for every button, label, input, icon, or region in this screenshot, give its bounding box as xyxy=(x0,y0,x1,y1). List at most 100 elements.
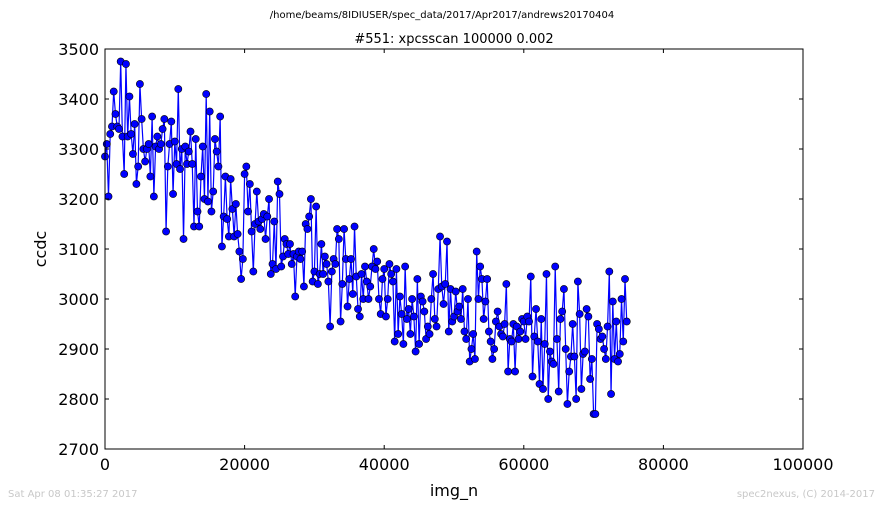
data-point xyxy=(551,262,560,271)
data-point xyxy=(404,305,413,313)
data-point xyxy=(277,262,286,271)
data-point xyxy=(539,385,547,393)
x-tick-label: 20000 xyxy=(219,455,270,474)
data-point xyxy=(525,317,533,326)
data-point xyxy=(160,115,169,123)
data-point xyxy=(464,295,472,303)
data-point xyxy=(354,305,362,313)
data-point xyxy=(603,322,612,331)
data-point xyxy=(511,367,519,376)
data-point xyxy=(570,352,579,361)
data-point xyxy=(364,295,373,303)
data-point xyxy=(605,267,614,276)
data-point xyxy=(553,335,561,343)
data-point xyxy=(612,317,621,326)
data-point xyxy=(305,212,314,221)
data-point xyxy=(355,312,364,321)
data-point xyxy=(275,190,284,198)
data-point xyxy=(479,315,488,323)
data-point xyxy=(186,127,195,136)
data-point xyxy=(191,135,200,143)
data-point xyxy=(223,215,232,223)
data-point xyxy=(413,275,422,283)
data-point xyxy=(462,335,471,343)
data-point xyxy=(240,170,249,178)
data-point xyxy=(532,305,540,313)
data-point xyxy=(423,322,432,331)
data-point xyxy=(490,345,499,353)
data-point xyxy=(486,337,495,346)
data-point xyxy=(385,260,394,268)
data-point xyxy=(415,340,423,348)
x-tick-label: 0 xyxy=(100,455,110,474)
data-point xyxy=(270,217,279,226)
data-point xyxy=(533,337,542,346)
data-point xyxy=(135,80,144,88)
data-point xyxy=(402,315,411,323)
data-point xyxy=(436,232,444,241)
data-point xyxy=(129,150,137,158)
data-point xyxy=(582,305,591,313)
data-point xyxy=(411,347,420,356)
data-point xyxy=(542,270,551,278)
data-point xyxy=(425,330,434,338)
data-point xyxy=(130,120,139,128)
data-point xyxy=(266,270,275,278)
data-point xyxy=(395,292,404,301)
data-point xyxy=(334,235,343,243)
y-tick-label: 3100 xyxy=(58,240,99,259)
data-point xyxy=(348,290,357,298)
y-tick-label: 3000 xyxy=(58,290,99,309)
data-point xyxy=(514,335,523,343)
data-point xyxy=(540,340,549,348)
data-point xyxy=(594,325,603,333)
x-tick-label: 60000 xyxy=(498,455,549,474)
data-point xyxy=(580,347,589,356)
data-point xyxy=(320,252,329,261)
data-point xyxy=(122,60,130,68)
data-point xyxy=(195,222,204,231)
data-point xyxy=(261,235,270,243)
data-point xyxy=(184,147,193,156)
data-point xyxy=(577,385,586,393)
data-point xyxy=(106,130,115,138)
data-point xyxy=(102,140,111,148)
data-point xyxy=(443,237,451,246)
data-point xyxy=(614,357,622,366)
x-axis: 0 20000 40000 60000 80000 100000 xyxy=(100,49,834,474)
data-point xyxy=(380,265,389,273)
data-point xyxy=(481,297,490,306)
data-point xyxy=(317,240,326,248)
data-point xyxy=(209,187,218,196)
data-point xyxy=(162,227,170,236)
data-point xyxy=(336,317,345,326)
data-point xyxy=(560,285,568,293)
data-point xyxy=(350,222,359,231)
data-point xyxy=(587,355,596,363)
data-point xyxy=(472,247,481,256)
data-point xyxy=(357,270,366,278)
data-point xyxy=(296,255,305,263)
data-point xyxy=(218,242,226,251)
data-point xyxy=(516,327,525,336)
data-point xyxy=(153,132,162,141)
data-point xyxy=(366,282,375,291)
data-point xyxy=(197,172,205,181)
data-point xyxy=(115,125,123,133)
data-point xyxy=(247,227,256,236)
data-point xyxy=(427,295,436,303)
data-point xyxy=(212,147,221,156)
data-point xyxy=(207,207,216,216)
data-point xyxy=(406,330,415,338)
data-point xyxy=(378,275,387,283)
data-point xyxy=(441,280,450,288)
data-point xyxy=(134,162,143,171)
data-point xyxy=(474,295,483,303)
data-point xyxy=(392,265,401,273)
data-point xyxy=(333,225,341,233)
data-point xyxy=(237,275,246,283)
data-point xyxy=(127,130,136,138)
data-point xyxy=(179,235,188,243)
data-point xyxy=(504,367,512,376)
data-point xyxy=(286,240,294,248)
